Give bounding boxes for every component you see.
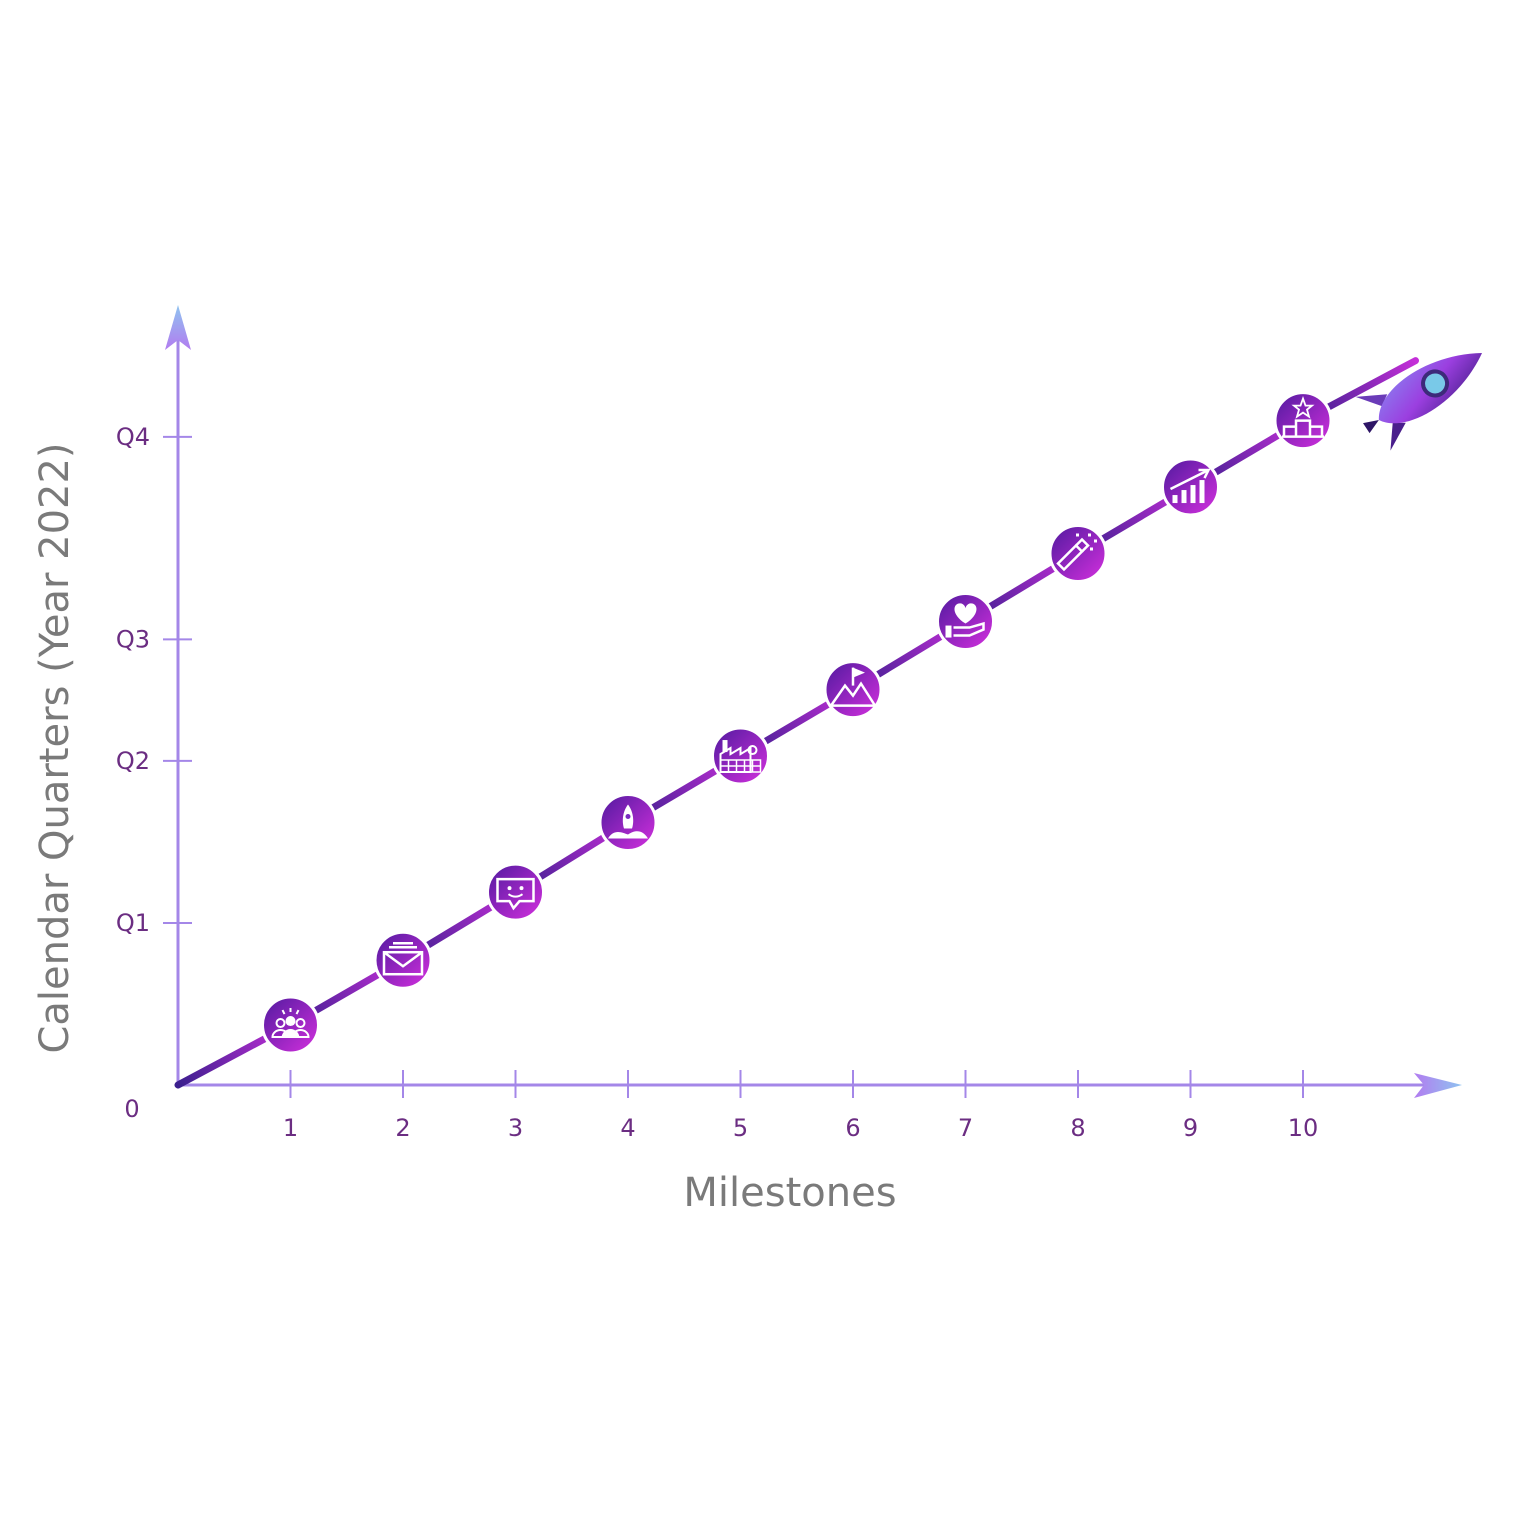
x-tick-label: 5 (733, 1114, 748, 1142)
rocket-launch-icon (608, 804, 648, 839)
milestone-marker (936, 592, 995, 652)
x-tick-label: 4 (620, 1114, 635, 1142)
rocket-icon (1355, 352, 1483, 451)
y-axis-title: Calendar Quarters (Year 2022) (32, 442, 78, 1053)
y-ticks: Q1 Q2 Q3 Q4 (116, 423, 192, 937)
milestone-circle (1048, 523, 1108, 583)
x-tick-label: 1 (283, 1114, 298, 1142)
milestone-circle (486, 862, 545, 922)
x-tick-label: 6 (845, 1114, 860, 1142)
milestone-markers (261, 391, 1333, 1055)
milestone-marker (1161, 457, 1220, 517)
factory-icon (719, 740, 762, 774)
x-tick-label: 7 (958, 1114, 973, 1142)
x-tick-label: 2 (395, 1114, 410, 1142)
y-tick-label: Q3 (116, 625, 150, 653)
x-tick-label: 10 (1288, 1114, 1319, 1142)
envelope-icon (382, 941, 424, 976)
heart-hand-icon (945, 603, 985, 638)
x-ticks: 1 2 3 4 5 6 7 8 9 10 (283, 1070, 1318, 1142)
y-tick-label: Q4 (116, 423, 150, 451)
milestone-marker (823, 660, 883, 720)
milestone-marker (1048, 523, 1108, 583)
y-tick-label: Q1 (116, 909, 150, 937)
series-line (174, 357, 1419, 1089)
mountain-flag-icon (828, 667, 878, 707)
origin-label: 0 (124, 1095, 139, 1123)
milestone-marker (486, 862, 545, 922)
x-tick-label: 9 (1183, 1114, 1198, 1142)
x-tick-label: 3 (508, 1114, 523, 1142)
milestone-marker (598, 792, 658, 852)
x-axis-title: Milestones (683, 1170, 896, 1216)
podium-star-icon (1282, 395, 1324, 438)
team-icon (271, 1008, 310, 1039)
growth-chart-icon (1169, 468, 1211, 504)
axes (165, 305, 1462, 1098)
milestone-marker (261, 995, 320, 1055)
y-tick-label: Q2 (116, 747, 150, 775)
milestone-marker (373, 930, 433, 990)
y-axis-arrow (165, 305, 191, 350)
champagne-icon (1056, 533, 1097, 572)
x-tick-label: 8 (1070, 1114, 1085, 1142)
milestone-circle (823, 660, 883, 720)
chat-icon (496, 877, 535, 911)
milestone-marker (1273, 391, 1333, 451)
x-axis-arrow (1414, 1073, 1462, 1098)
milestone-marker (711, 726, 770, 786)
